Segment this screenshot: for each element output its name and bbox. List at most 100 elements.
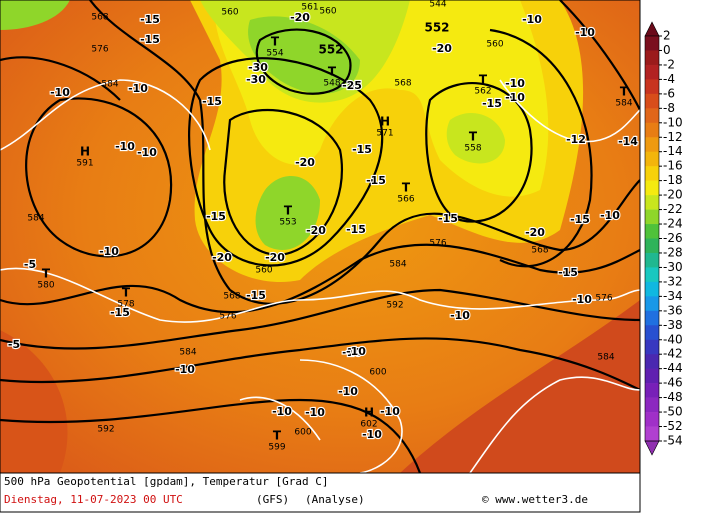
temperature-label: -10 <box>272 405 292 418</box>
geopotential-contours <box>0 0 640 473</box>
pressure-label: 584 <box>597 353 614 363</box>
colorbar-below <box>644 440 660 456</box>
temperature-label: -10 <box>346 345 366 358</box>
temperature-label: -25 <box>342 79 362 92</box>
colorbar-segment <box>645 339 659 355</box>
colorbar-label: -30 <box>663 260 683 274</box>
colorbar-segment <box>645 281 659 297</box>
pressure-label: 568 <box>223 292 240 302</box>
pressure-label: 584 <box>27 214 44 224</box>
center-value: 578 <box>117 300 134 310</box>
center-value: 553 <box>279 218 296 228</box>
colorbar-segment <box>645 296 659 312</box>
temperature-label: -20 <box>525 226 545 239</box>
colorbar-label: 0 <box>663 43 671 57</box>
colorbar-segment <box>645 64 659 80</box>
pressure-label: 552 <box>424 21 449 35</box>
temperature-label: -15 <box>202 95 222 108</box>
colorbar-segment <box>645 397 659 413</box>
colorbar-segment <box>645 195 659 210</box>
temperature-label: -15 <box>570 213 590 226</box>
temperature-label: -12 <box>566 133 586 146</box>
colorbar-segment <box>645 426 659 442</box>
colorbar-label: -36 <box>663 303 683 317</box>
temperature-label: -30 <box>248 61 268 74</box>
pressure-label: 552 <box>318 43 343 57</box>
pressure-label: 560 <box>319 7 336 17</box>
temperature-label: -10 <box>50 86 70 99</box>
colorbar-label: -46 <box>663 376 683 390</box>
temperature-label: -20 <box>212 251 232 264</box>
temperature-label: -10 <box>600 209 620 222</box>
colorbar: 20-2-4-6-8-10-12-14-16-18-20-22-24-26-28… <box>644 21 683 456</box>
colorbar-label: -14 <box>663 144 683 158</box>
footer-frame <box>0 472 641 513</box>
pressure-label: 600 <box>294 428 311 438</box>
pressure-label: 560 <box>255 266 272 276</box>
temperature-label: -10 <box>128 82 148 95</box>
colorbar-segment <box>645 137 659 153</box>
pressure-label: 568 <box>394 79 411 89</box>
colorbar-segment <box>645 325 659 341</box>
colorbar-segment <box>645 238 659 254</box>
temperature-label: -10 <box>338 385 358 398</box>
center-symbol: T <box>284 204 293 218</box>
temperature-label: -15 <box>558 266 578 279</box>
colorbar-segment <box>645 180 659 196</box>
colorbar-segment <box>645 267 659 283</box>
center-symbol: H <box>380 115 390 129</box>
temperature-label: -10 <box>305 406 325 419</box>
center-value: 591 <box>76 159 93 169</box>
center-value: 554 <box>266 49 283 59</box>
temperature-label: -15 <box>352 143 372 156</box>
temperature-label: -10 <box>505 91 525 104</box>
pressure-label: 576 <box>429 239 446 249</box>
pressure-label: 584 <box>179 348 196 358</box>
pressure-label: 600 <box>369 368 386 378</box>
temperature-label: -10 <box>380 405 400 418</box>
colorbar-segment <box>645 151 659 167</box>
pressure-label: 584 <box>101 80 118 90</box>
colorbar-label: -8 <box>663 101 675 115</box>
colorbar-label: -20 <box>663 188 683 202</box>
colorbar-label: -42 <box>663 347 683 361</box>
center-value: 558 <box>464 144 481 154</box>
center-value: 602 <box>360 420 377 430</box>
colorbar-label: -40 <box>663 332 683 346</box>
center-symbol: T <box>273 429 282 443</box>
pressure-label: 561 <box>301 3 318 13</box>
temperature-label: -10 <box>175 363 195 376</box>
center-symbol: H <box>80 145 90 159</box>
colorbar-label: -10 <box>663 115 683 129</box>
temperature-label: -10 <box>115 140 135 153</box>
temperature-label: -10 <box>450 309 470 322</box>
footer-model: (GFS) <box>256 493 289 506</box>
map: 560 561 5605685765845605685845845765685925… <box>0 0 640 473</box>
colorbar-label: -18 <box>663 173 683 187</box>
footer-date: Dienstag, 11-07-2023 00 UTC <box>4 493 183 506</box>
temperature-label: -15 <box>110 306 130 319</box>
pressure-label: 568 <box>531 246 548 256</box>
temperature-label: -20 <box>295 156 315 169</box>
temperature-label: -10 <box>572 293 592 306</box>
center-symbol: T <box>479 73 488 87</box>
colorbar-label: -28 <box>663 245 683 259</box>
colorbar-segment <box>645 368 659 384</box>
colorbar-segment <box>645 50 659 66</box>
temperature-label: -10 <box>99 245 119 258</box>
temperature-label: -5 <box>24 258 36 271</box>
pressure-label: 560 <box>486 40 503 50</box>
colorbar-label: -22 <box>663 202 683 216</box>
colorbar-segment <box>645 93 659 109</box>
colorbar-segment <box>645 36 659 51</box>
center-symbol: T <box>402 181 411 195</box>
center-symbol: T <box>328 65 337 79</box>
temperature-label: -10 <box>505 77 525 90</box>
colorbar-label: -34 <box>663 289 683 303</box>
pressure-label: 568 <box>91 13 108 23</box>
colorbar-segment <box>645 166 659 181</box>
colorbar-segment <box>645 252 659 268</box>
temperature-label: -5 <box>8 338 20 351</box>
pressure-label: 576 <box>595 294 612 304</box>
